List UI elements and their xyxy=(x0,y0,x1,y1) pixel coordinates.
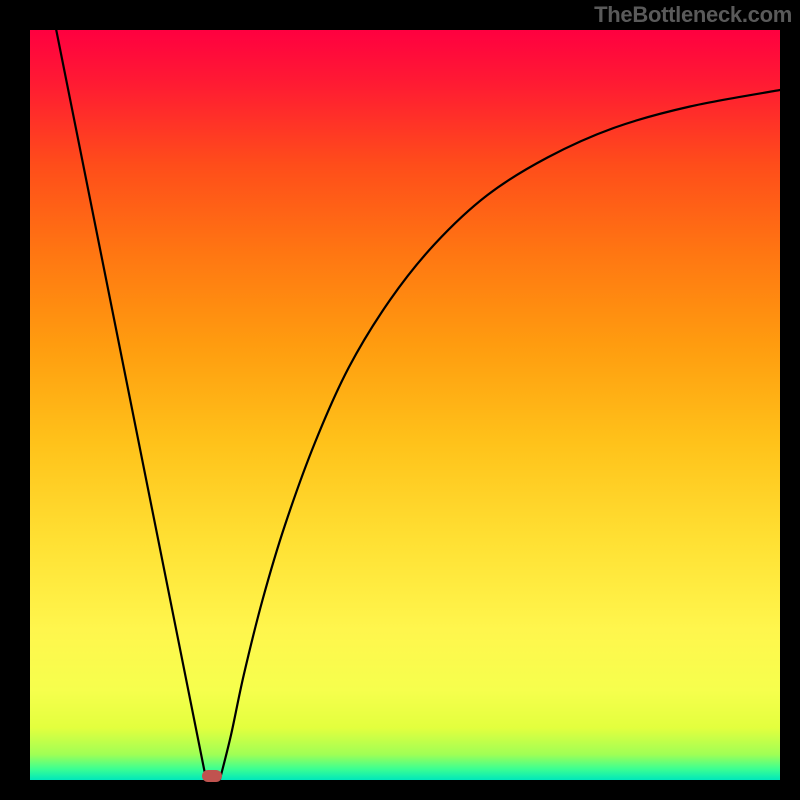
chart-container: TheBottleneck.com xyxy=(0,0,800,800)
watermark-text: TheBottleneck.com xyxy=(594,2,792,28)
bottleneck-marker xyxy=(202,770,222,782)
bottleneck-curve xyxy=(0,0,800,800)
curve-path xyxy=(56,30,780,780)
